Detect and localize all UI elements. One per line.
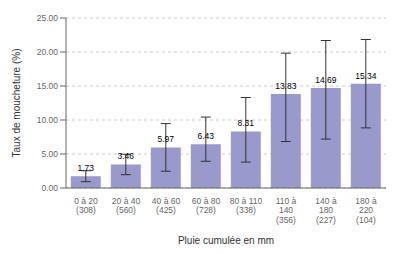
svg-text:25.00: 25.00 — [37, 13, 59, 23]
svg-text:Pluie cumulée en mm: Pluie cumulée en mm — [178, 235, 274, 246]
svg-text:14.69: 14.69 — [315, 75, 337, 85]
svg-text:20.00: 20.00 — [37, 47, 59, 57]
svg-text:13.83: 13.83 — [275, 81, 297, 91]
svg-text:20 à 40(560): 20 à 40(560) — [112, 196, 141, 216]
svg-text:15.00: 15.00 — [37, 81, 59, 91]
svg-text:5.97: 5.97 — [158, 134, 175, 144]
svg-text:0.00: 0.00 — [41, 183, 58, 193]
svg-text:Taux de moucheture (%): Taux de moucheture (%) — [11, 49, 22, 158]
svg-text:10.00: 10.00 — [37, 115, 59, 125]
svg-text:3.46: 3.46 — [118, 151, 135, 161]
svg-text:60 à 80(728): 60 à 80(728) — [192, 196, 221, 216]
svg-text:5.00: 5.00 — [41, 149, 58, 159]
svg-text:40 à 60(425): 40 à 60(425) — [152, 196, 181, 216]
svg-text:0 à 20(308): 0 à 20(308) — [74, 196, 98, 216]
svg-text:80 à 110(338): 80 à 110(338) — [230, 196, 263, 216]
svg-text:110 à140(356): 110 à140(356) — [276, 196, 297, 226]
svg-text:1.73: 1.73 — [78, 163, 95, 173]
svg-text:8.31: 8.31 — [238, 118, 255, 128]
svg-text:140 à180(227): 140 à180(227) — [315, 196, 337, 226]
svg-text:180 à220(104): 180 à220(104) — [355, 196, 377, 226]
svg-text:15.34: 15.34 — [355, 71, 377, 81]
svg-text:6.43: 6.43 — [198, 131, 215, 141]
